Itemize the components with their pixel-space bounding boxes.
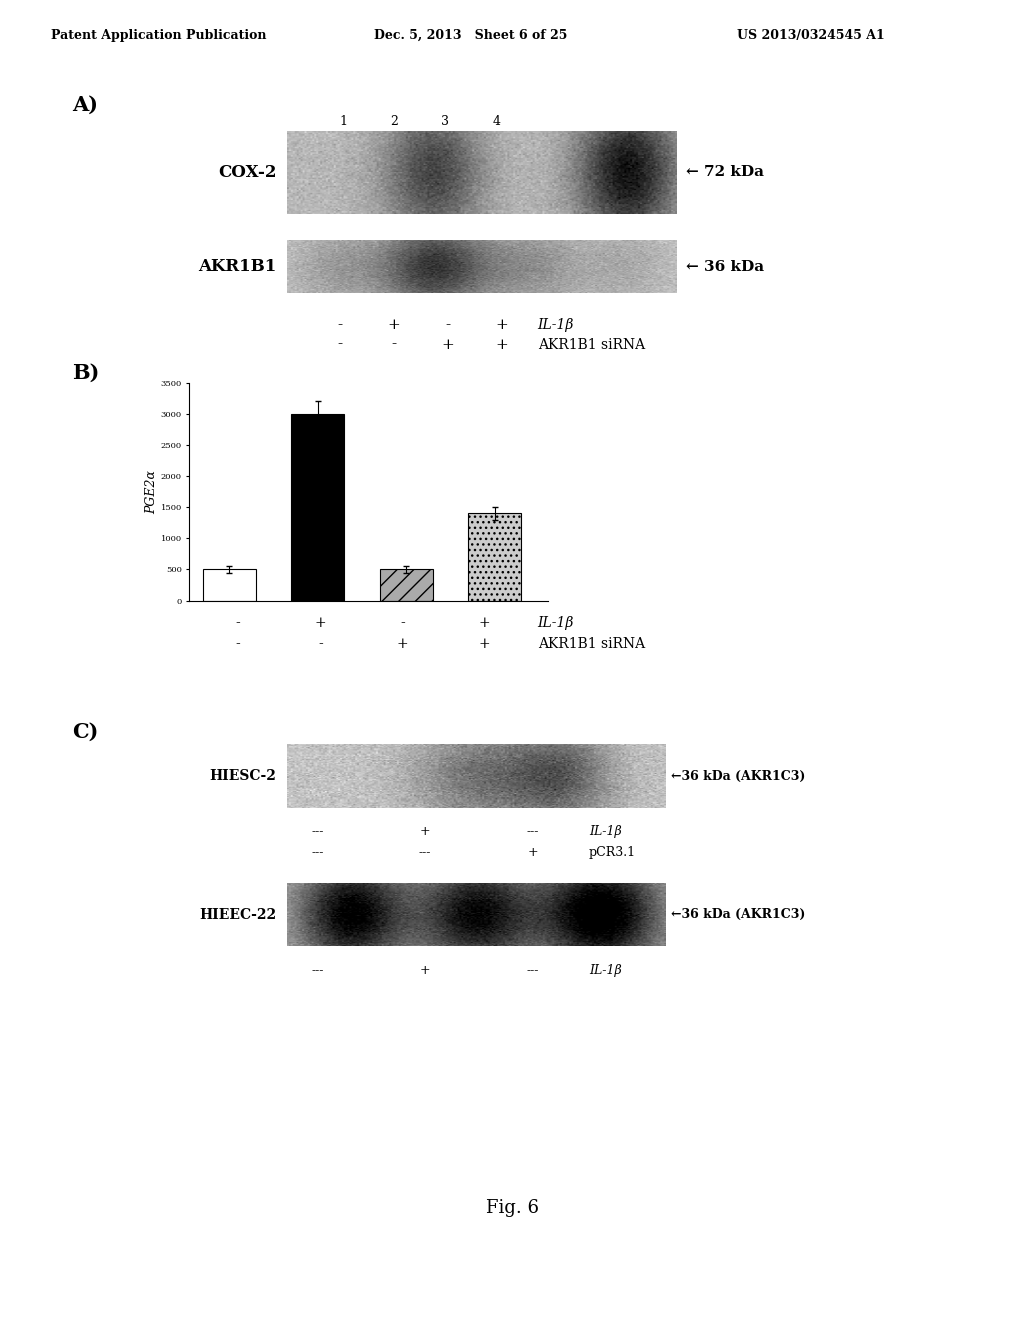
Text: ← 72 kDa: ← 72 kDa (686, 165, 764, 180)
Text: ---: --- (311, 825, 324, 838)
Text: -: - (236, 616, 240, 630)
Text: 2: 2 (390, 115, 398, 128)
Text: IL-1β: IL-1β (589, 825, 622, 838)
Text: -: - (236, 638, 240, 651)
Text: +: + (496, 318, 508, 331)
Text: ←36 kDa (AKR1C3): ←36 kDa (AKR1C3) (671, 908, 805, 921)
Text: US 2013/0324545 A1: US 2013/0324545 A1 (737, 29, 885, 42)
Text: A): A) (72, 95, 97, 115)
Text: ---: --- (311, 964, 324, 977)
Bar (380, 569, 433, 601)
Text: +: + (527, 846, 538, 859)
Text: -: - (391, 338, 397, 351)
Text: AKR1B1 siRNA: AKR1B1 siRNA (538, 338, 645, 351)
Text: +: + (396, 638, 409, 651)
Text: COX-2: COX-2 (218, 164, 276, 181)
Bar (291, 414, 344, 601)
Text: 3: 3 (441, 115, 450, 128)
Text: AKR1B1 siRNA: AKR1B1 siRNA (538, 638, 645, 651)
Text: ---: --- (311, 846, 324, 859)
Y-axis label: PGE2α: PGE2α (144, 470, 158, 513)
Text: +: + (420, 825, 430, 838)
Text: +: + (441, 338, 454, 351)
Text: +: + (388, 318, 400, 331)
Text: ← 36 kDa: ← 36 kDa (686, 260, 764, 273)
Text: ←36 kDa (AKR1C3): ←36 kDa (AKR1C3) (671, 770, 805, 783)
Text: IL-1β: IL-1β (538, 616, 574, 630)
Text: C): C) (72, 722, 98, 742)
Bar (203, 569, 256, 601)
Text: ---: --- (526, 964, 539, 977)
Text: -: - (400, 616, 404, 630)
Text: -: - (337, 318, 343, 331)
Bar (468, 513, 521, 601)
Text: HIESC-2: HIESC-2 (210, 770, 276, 783)
Text: Dec. 5, 2013   Sheet 6 of 25: Dec. 5, 2013 Sheet 6 of 25 (374, 29, 567, 42)
Text: pCR3.1: pCR3.1 (589, 846, 636, 859)
Text: B): B) (72, 363, 99, 383)
Text: -: - (337, 338, 343, 351)
Text: AKR1B1: AKR1B1 (199, 259, 276, 275)
Text: 1: 1 (339, 115, 347, 128)
Text: ---: --- (526, 825, 539, 838)
Text: +: + (496, 338, 508, 351)
Text: +: + (420, 964, 430, 977)
Text: +: + (478, 638, 490, 651)
Text: 4: 4 (493, 115, 501, 128)
Text: HIEEC-22: HIEEC-22 (200, 908, 276, 921)
Text: ---: --- (419, 846, 431, 859)
Text: Fig. 6: Fig. 6 (485, 1199, 539, 1217)
Text: IL-1β: IL-1β (589, 964, 622, 977)
Text: IL-1β: IL-1β (538, 318, 574, 331)
Text: +: + (478, 616, 490, 630)
Text: -: - (318, 638, 323, 651)
Text: -: - (444, 318, 451, 331)
Text: Patent Application Publication: Patent Application Publication (51, 29, 266, 42)
Text: +: + (314, 616, 327, 630)
